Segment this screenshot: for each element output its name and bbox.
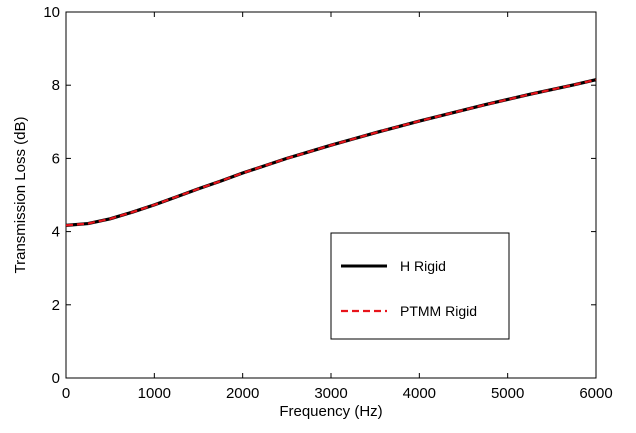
y-tick-label: 0 — [52, 370, 60, 387]
x-tick-label: 6000 — [579, 385, 612, 402]
series-line-1 — [65, 78, 597, 227]
y-tick-label: 6 — [52, 150, 60, 167]
y-tick-label: 10 — [43, 4, 60, 21]
x-tick-label: 2000 — [226, 385, 259, 402]
x-tick-label: 5000 — [491, 385, 524, 402]
legend-label-0: H Rigid — [400, 258, 446, 274]
y-tick-label: 8 — [52, 77, 60, 94]
y-axis-label: Transmission Loss (dB) — [12, 117, 29, 274]
legend-label-1: PTMM Rigid — [400, 303, 477, 319]
y-tick-label: 4 — [52, 224, 60, 241]
y-tick-label: 2 — [52, 297, 60, 314]
x-tick-label: 0 — [62, 385, 70, 402]
legend-box — [330, 232, 510, 340]
series-layer — [65, 78, 597, 227]
x-tick-label: 4000 — [403, 385, 436, 402]
x-ticks: 0 1000 2000 3000 4000 5000 6000 — [62, 12, 613, 402]
legend: H Rigid PTMM Rigid — [330, 232, 510, 340]
y-ticks: 0 2 4 6 8 10 — [43, 4, 596, 387]
x-tick-label: 1000 — [138, 385, 171, 402]
x-tick-label: 3000 — [314, 385, 347, 402]
x-axis-label: Frequency (Hz) — [279, 403, 382, 420]
